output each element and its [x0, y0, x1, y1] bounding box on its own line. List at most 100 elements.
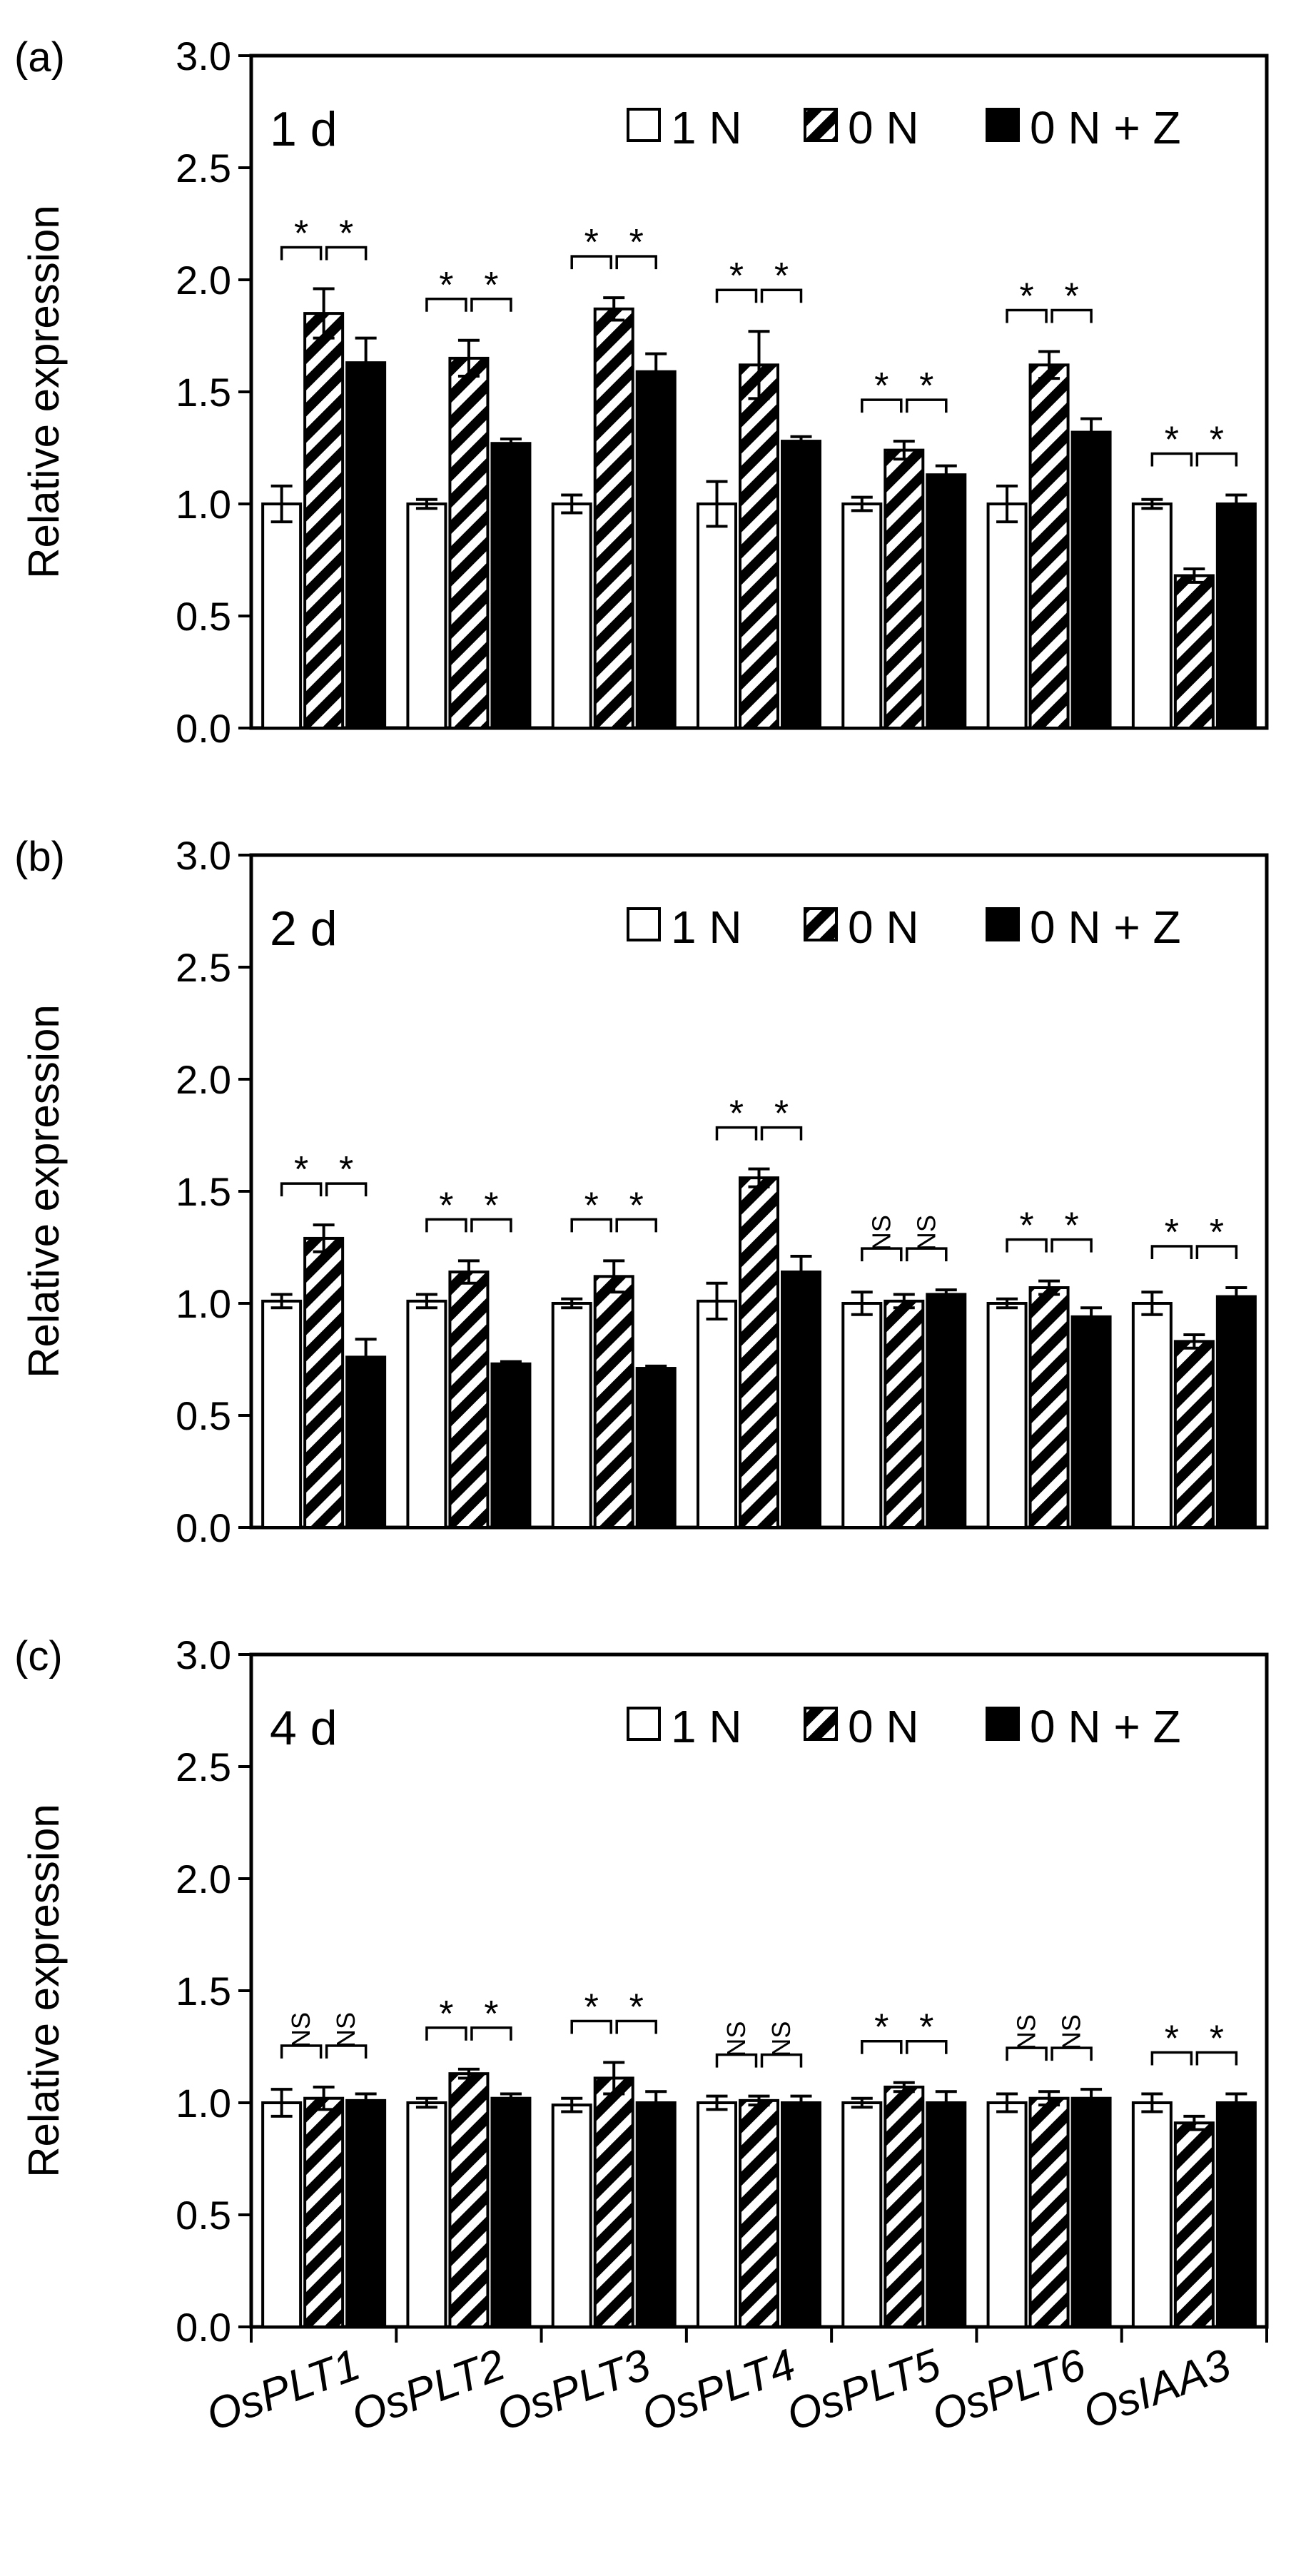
legend-label: 1 N [671, 901, 742, 953]
bar [1131, 2101, 1173, 2328]
y-tick-label: 1.5 [176, 1169, 231, 1214]
bar [697, 502, 737, 729]
y-tick-label: 0.5 [176, 1393, 231, 1438]
bar [1215, 2101, 1257, 2328]
y-axis-title: Relative expression [20, 205, 68, 579]
significance-mark: * [774, 1093, 789, 1135]
y-tick-label: 0.0 [176, 706, 231, 751]
significance-mark: * [629, 222, 644, 263]
significance-mark: * [1165, 419, 1179, 460]
bar [926, 1293, 967, 1529]
bar [1028, 2096, 1070, 2328]
bar [551, 2103, 592, 2328]
significance-mark: * [484, 265, 498, 306]
significance-bracket [906, 398, 948, 413]
bar [261, 1299, 303, 1529]
bar [1070, 2096, 1112, 2328]
legend-label: 0 N + Z [1030, 1701, 1181, 1752]
significance-bracket [615, 2019, 657, 2034]
bar [261, 502, 303, 729]
significance-mark: * [729, 256, 744, 297]
bar [1070, 1315, 1112, 1529]
legend-swatch [804, 907, 838, 941]
significance-mark: * [629, 1986, 644, 2028]
significance-bracket [861, 2039, 903, 2054]
significance-mark: * [1210, 2018, 1224, 2059]
y-tick-label: 3.0 [176, 1632, 231, 1677]
significance-bracket [1006, 308, 1048, 323]
bar [884, 2086, 925, 2329]
bar [448, 2072, 490, 2328]
significance-bracket [861, 398, 903, 413]
significance-mark: NS [1057, 2014, 1086, 2050]
significance-mark: * [584, 1986, 599, 2028]
significance-bracket [615, 1218, 657, 1233]
bar [593, 307, 634, 729]
significance-bracket [861, 1247, 903, 1262]
bar [1215, 1295, 1257, 1529]
significance-bracket [1150, 2051, 1193, 2066]
significance-bracket [570, 2019, 612, 2034]
bar [635, 2101, 677, 2328]
bar [261, 2101, 303, 2328]
legend-swatch [986, 1707, 1020, 1741]
legend-swatch [804, 108, 838, 142]
significance-bracket [715, 288, 758, 303]
bar [841, 2101, 883, 2328]
significance-mark: * [1165, 1212, 1179, 1253]
bar [986, 1302, 1028, 1529]
panel-label: (a) [14, 34, 65, 81]
legend-label: 0 N [848, 901, 919, 953]
legend-swatch [627, 907, 661, 941]
bar [986, 2101, 1028, 2328]
significance-mark: * [439, 1994, 453, 2035]
y-tick-label: 3.0 [176, 34, 231, 79]
significance-mark: NS [766, 2021, 796, 2057]
x-category-label: OsPLT3 [490, 2340, 657, 2440]
day-label: 2 d [270, 901, 338, 956]
bar [1028, 363, 1070, 729]
y-tick-label: 0.5 [176, 2193, 231, 2238]
bar [884, 448, 925, 729]
significance-mark: * [874, 365, 888, 407]
x-category-label: OsPLT5 [781, 2340, 947, 2440]
bar [345, 1355, 387, 1529]
y-tick-label: 2.5 [176, 146, 231, 191]
bar [781, 2101, 821, 2328]
bar [406, 2101, 447, 2328]
significance-bracket [325, 246, 368, 261]
significance-mark: * [919, 365, 933, 407]
significance-mark: * [1210, 419, 1224, 460]
significance-mark: * [874, 2007, 888, 2049]
bar [303, 312, 345, 730]
y-tick-label: 0.0 [176, 1505, 231, 1550]
significance-bracket [470, 1218, 512, 1233]
x-category-label: OsPLT1 [200, 2340, 366, 2440]
significance-mark: * [629, 1185, 644, 1226]
y-tick-label: 0.5 [176, 594, 231, 639]
bar [1215, 502, 1257, 729]
bar [303, 1236, 345, 1529]
bar [1173, 2121, 1215, 2328]
significance-bracket [1195, 452, 1238, 467]
significance-bracket [1195, 1245, 1238, 1260]
bar [490, 1362, 532, 1530]
significance-bracket [470, 2026, 512, 2041]
significance-mark: NS [911, 1215, 941, 1251]
legend-label: 0 N [848, 1701, 919, 1752]
bar [1070, 430, 1112, 730]
bar [406, 1299, 447, 1529]
bar [345, 2098, 387, 2329]
bar [1131, 502, 1173, 729]
significance-bracket [1050, 1238, 1093, 1253]
bar [926, 473, 967, 729]
legend-swatch [986, 907, 1020, 941]
significance-bracket [570, 1218, 612, 1233]
significance-bracket [906, 1247, 948, 1262]
y-tick-label: 2.0 [176, 1057, 231, 1102]
significance-mark: * [1210, 1212, 1224, 1253]
bar [448, 356, 490, 729]
significance-mark: NS [286, 2012, 315, 2048]
significance-bracket [280, 246, 323, 261]
y-tick-label: 1.5 [176, 1969, 231, 2014]
